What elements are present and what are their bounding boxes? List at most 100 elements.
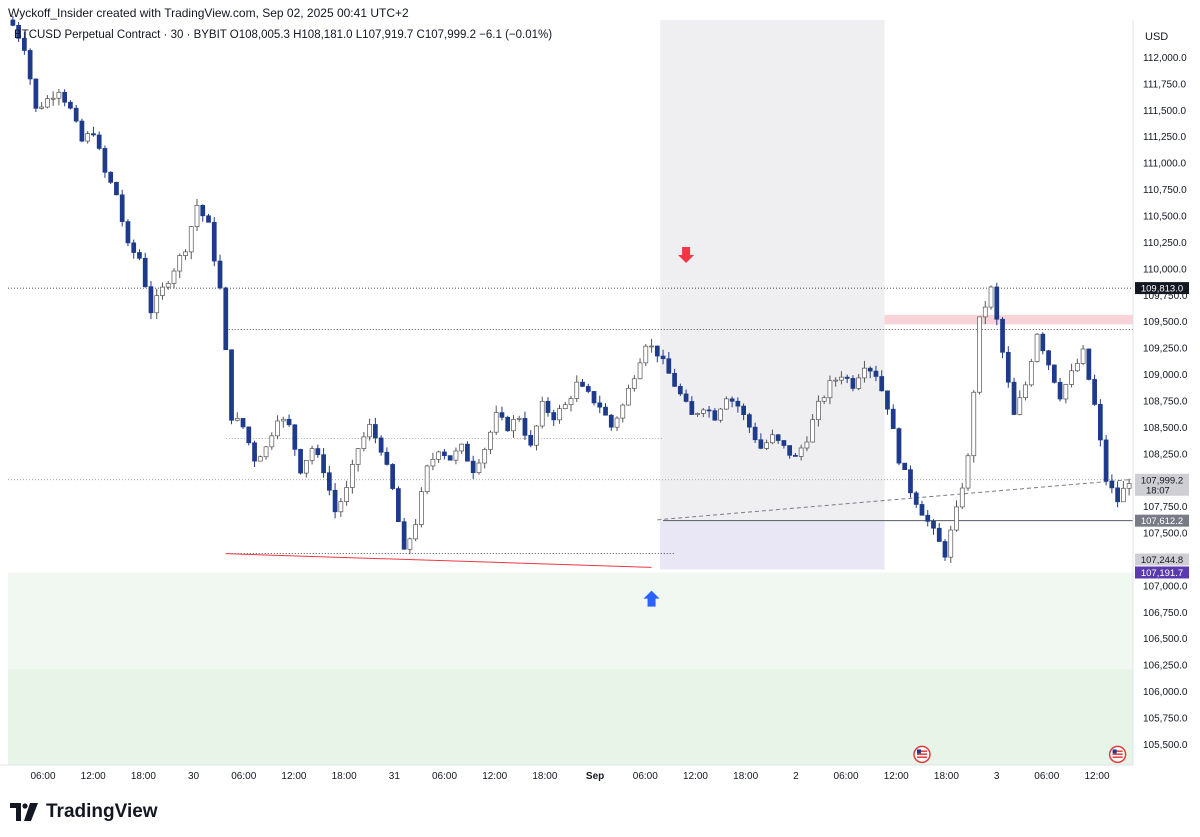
price-tick-label: 106,500.0 xyxy=(1143,634,1188,645)
candle-body xyxy=(229,349,234,421)
price-tick-label: 110,750.0 xyxy=(1143,185,1187,196)
candle-body xyxy=(298,448,303,474)
candle xyxy=(298,448,303,475)
time-tick-label: 18:00 xyxy=(733,771,758,782)
candle xyxy=(390,463,395,491)
candle-body xyxy=(160,286,165,296)
candle-body xyxy=(470,460,476,474)
candle xyxy=(758,433,764,450)
candle-body xyxy=(948,529,954,558)
candle-body xyxy=(959,487,965,508)
candle-body xyxy=(729,398,735,402)
candle-body xyxy=(620,404,626,419)
price-label-text: 107,191.7 xyxy=(1141,568,1183,579)
candle xyxy=(626,384,631,406)
candle xyxy=(206,213,211,223)
candle xyxy=(597,395,603,414)
candle xyxy=(695,412,700,417)
candle-body xyxy=(131,242,137,253)
candle-body xyxy=(85,133,91,142)
candle xyxy=(280,416,286,428)
candle-body xyxy=(511,419,516,432)
candle xyxy=(275,415,280,440)
candle-body xyxy=(1103,439,1109,482)
candle xyxy=(574,375,580,402)
candle xyxy=(683,389,689,403)
candle-body xyxy=(263,446,269,458)
candle-body xyxy=(419,491,424,525)
candle xyxy=(22,31,27,55)
candle xyxy=(200,204,206,222)
candle xyxy=(229,349,234,425)
candle-body xyxy=(545,400,551,413)
candle-body xyxy=(390,464,395,489)
candle-body xyxy=(626,387,631,406)
candle-body xyxy=(522,418,528,436)
candle xyxy=(194,198,200,231)
candle xyxy=(56,89,62,106)
candle xyxy=(608,414,614,431)
candle xyxy=(752,422,758,443)
time-tick-label: 30 xyxy=(188,771,200,782)
candle-body xyxy=(217,260,223,289)
candle xyxy=(747,412,752,433)
candle-body xyxy=(654,345,660,357)
candle xyxy=(919,500,925,516)
candle-body xyxy=(465,443,470,462)
candle xyxy=(723,396,729,410)
candle-body xyxy=(1034,333,1040,362)
candle-body xyxy=(292,424,298,450)
candle xyxy=(442,448,447,460)
candle xyxy=(1092,374,1097,406)
candle-body xyxy=(142,257,148,288)
candle xyxy=(1040,332,1046,355)
candle xyxy=(125,219,131,247)
candle-body xyxy=(660,355,666,360)
candle-body xyxy=(355,448,361,465)
candle-body xyxy=(608,414,614,428)
price-label-text: 107,612.2 xyxy=(1141,516,1183,527)
candle xyxy=(637,358,643,380)
candle xyxy=(1011,377,1017,415)
candles-layer xyxy=(10,15,1132,563)
candle xyxy=(706,406,712,418)
symbol-legend: BTCUSD Perpetual Contract · 30 · BYBIT O… xyxy=(14,29,553,41)
candle-body xyxy=(781,440,787,446)
candle-body xyxy=(528,435,534,446)
purple-range-box xyxy=(660,521,885,570)
candle-body xyxy=(534,425,539,446)
candle-body xyxy=(971,391,977,457)
candle xyxy=(326,466,332,496)
candle xyxy=(879,370,885,392)
candle xyxy=(821,395,827,405)
event-icon-canton xyxy=(1112,749,1117,754)
price-label: 107,244.8 xyxy=(1135,553,1189,566)
candle xyxy=(1126,478,1132,496)
price-label-countdown: 18:07 xyxy=(1146,485,1170,496)
price-label-text: 109,813.0 xyxy=(1141,284,1183,295)
candle xyxy=(79,118,85,143)
candle xyxy=(873,365,879,382)
tradingview-logo[interactable]: TradingView xyxy=(10,801,158,823)
candle xyxy=(614,416,620,432)
candle-body xyxy=(367,424,372,438)
candle-body xyxy=(839,376,844,381)
candle-body xyxy=(430,458,436,467)
candle xyxy=(1034,332,1040,363)
candle-body xyxy=(200,204,206,217)
candle-body xyxy=(879,376,885,392)
candle xyxy=(798,444,804,461)
candle xyxy=(954,500,959,532)
economic-event-icon xyxy=(913,745,931,764)
candle xyxy=(551,409,557,426)
candle xyxy=(211,217,217,267)
candle xyxy=(631,375,637,392)
candle xyxy=(119,189,125,227)
candle-body xyxy=(194,204,200,227)
candle-body xyxy=(275,420,280,437)
candle xyxy=(234,412,240,422)
candle xyxy=(988,285,994,310)
candle-body xyxy=(1023,384,1028,399)
price-tick-label: 109,750.0 xyxy=(1143,291,1188,302)
